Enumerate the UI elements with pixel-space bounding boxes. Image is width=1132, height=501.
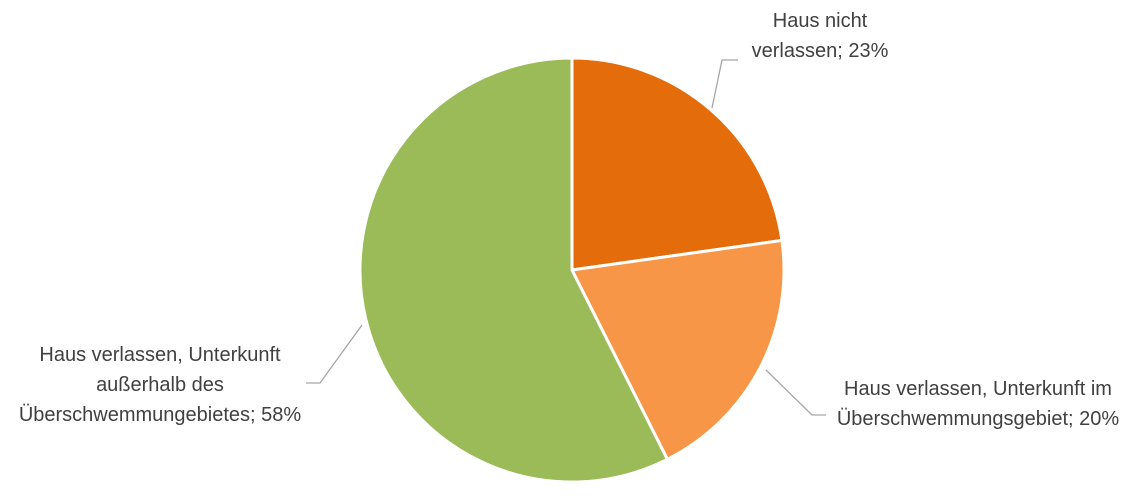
data-label: Haus verlassen, Unterkunft im Überschwem… — [836, 378, 1120, 430]
leader-line — [765, 369, 826, 416]
leader-line — [711, 59, 738, 109]
pie-slice — [570, 56, 784, 272]
pie-slice — [569, 238, 786, 462]
leader-line — [306, 324, 363, 384]
pie-slice — [358, 56, 670, 484]
data-label: Haus verlassen, Unterkunft außerhalb des… — [18, 344, 302, 426]
data-label: Haus nicht verlassen; 23% — [751, 10, 889, 62]
